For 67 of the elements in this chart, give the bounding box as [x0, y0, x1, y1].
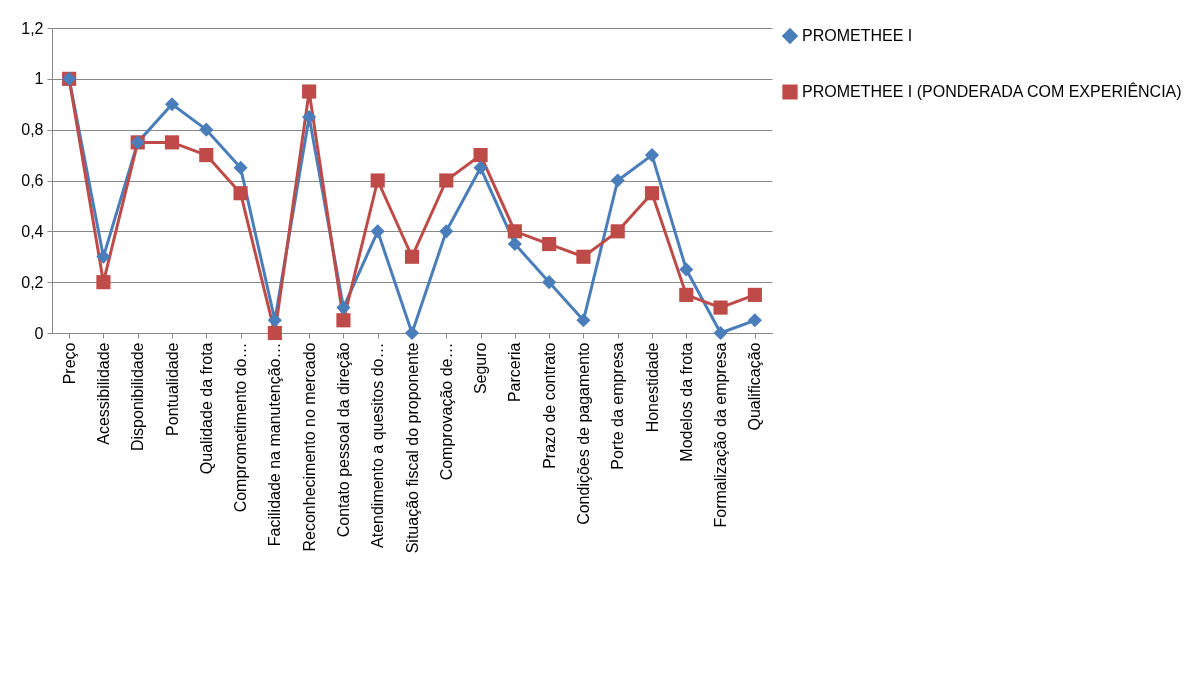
point — [164, 135, 180, 150]
x-tick-label: Facilidade na manutenção… — [266, 342, 284, 547]
y-tick-label: 1,2 — [21, 19, 44, 37]
x-tick-label: Reconhecimento no mercado — [300, 342, 318, 552]
x-tick-label: Qualidade da frota — [197, 342, 215, 475]
point — [370, 224, 385, 239]
point — [679, 262, 694, 277]
point — [576, 313, 591, 328]
x-tick-label: Comprometimento do… — [232, 342, 250, 513]
y-tick-label: 0,4 — [21, 222, 44, 240]
point — [370, 173, 385, 188]
x-tick-label: Contato pessoal da direção — [334, 342, 352, 538]
x-tick-label: Porte da empresa — [609, 342, 627, 470]
point — [439, 173, 454, 188]
x-tick-label: Disponibilidade — [129, 342, 147, 452]
y-tick-label: 0,2 — [21, 273, 44, 291]
point — [267, 313, 282, 328]
point — [96, 275, 111, 290]
point — [713, 300, 728, 315]
point — [473, 160, 488, 175]
y-tick-label: 1 — [34, 70, 44, 88]
point — [404, 325, 420, 341]
x-tick-label: Qualificação — [746, 342, 764, 431]
point — [439, 224, 454, 239]
x-tick-label: Acessibilidade — [94, 342, 112, 445]
point — [199, 122, 214, 137]
point — [507, 224, 522, 239]
point — [507, 236, 522, 252]
point — [644, 148, 660, 163]
legend-label: PROMETHEE I — [802, 27, 913, 44]
x-tick-label: Condições de pagamento — [574, 342, 592, 525]
point — [336, 313, 351, 328]
point — [610, 224, 625, 239]
x-tick-label: Formalização da empresa — [712, 342, 730, 528]
point — [233, 160, 248, 175]
point — [336, 300, 351, 315]
point — [610, 173, 625, 188]
point — [302, 84, 317, 99]
point — [542, 236, 557, 252]
point — [199, 148, 214, 163]
x-tick-label: Honestidade — [643, 342, 661, 433]
point — [542, 275, 557, 290]
x-tick-label: Prazo de contrato — [540, 342, 558, 469]
point — [164, 97, 180, 112]
point — [713, 325, 728, 341]
x-tick-label: Atendimento a quesitos do… — [369, 342, 387, 548]
y-tick-label: 0,6 — [21, 172, 44, 189]
x-tick-label: Pontualidade — [163, 342, 181, 436]
x-tick-label: Parceria — [506, 342, 524, 403]
point — [576, 249, 591, 264]
x-tick-label: Situação fiscal do proponente — [403, 342, 421, 554]
legend-label: PROMETHEE I (PONDERADA COM EXPERIÊNCIA) — [802, 82, 1182, 100]
x-tick-label: Comprovação de… — [437, 342, 455, 481]
point — [679, 287, 694, 302]
point — [747, 287, 762, 302]
y-tick-label: 0 — [34, 324, 44, 342]
point — [404, 249, 420, 264]
point — [644, 186, 660, 201]
x-tick-label: Seguro — [472, 342, 490, 395]
x-tick-label: Preço — [60, 342, 78, 385]
point — [96, 249, 111, 264]
y-tick-label: 0,8 — [21, 121, 44, 139]
point — [747, 313, 762, 328]
point — [267, 325, 282, 341]
x-tick-label: Modelos da frota — [677, 342, 695, 462]
point — [233, 186, 248, 201]
point — [473, 148, 488, 163]
